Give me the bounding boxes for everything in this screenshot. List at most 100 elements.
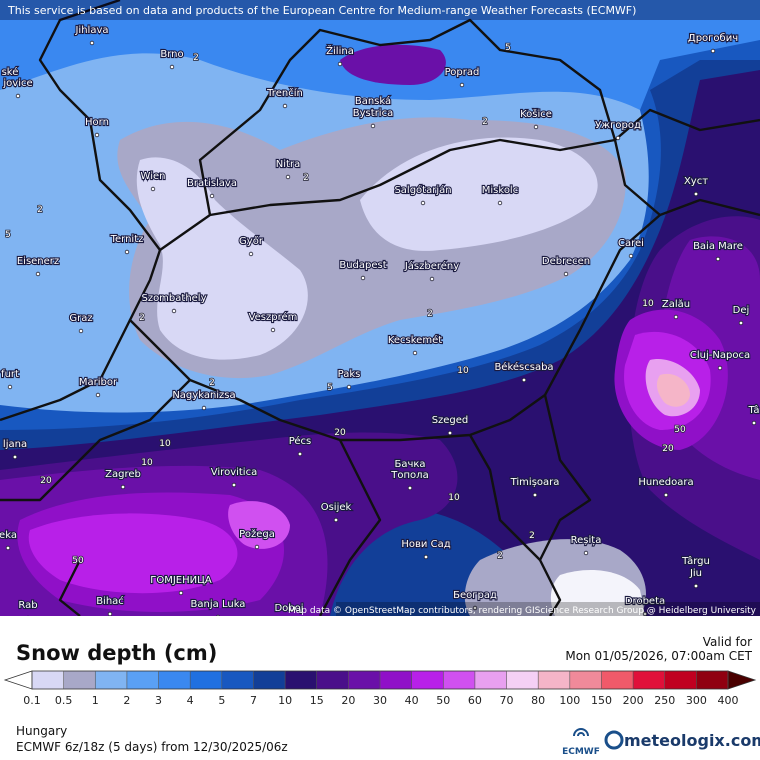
contour-label: 2 [193,53,199,63]
city-label: Nitra [276,159,300,170]
city-dot [447,430,453,436]
city-label: Požega [239,528,275,540]
map-labels: Jihlava Brno Žilina Poprad Дрогобич skéjovice… [0,24,760,624]
color-swatch [601,671,634,689]
city-dot [120,484,126,490]
city-label: Reșița [571,535,602,546]
contour-label: 2 [482,117,488,127]
brand-logo[interactable]: meteologix.com [604,730,760,750]
city-dot [715,256,721,262]
colorbar-tick-label: 100 [559,694,580,707]
city-label: Osijek [321,502,352,513]
city-label: Zagreb [105,469,141,480]
city-label: Virovitica [211,467,257,478]
city-dot [254,544,260,550]
city-label: Нови Сад [401,539,450,550]
colorbar-tick-label: 80 [531,694,545,707]
color-swatch [32,671,64,689]
city-label: Ужгород [595,120,641,131]
city-label: Rab [18,600,37,611]
city-label: Graz [69,313,92,324]
region: Hungary [16,724,67,738]
city-dot [472,605,478,611]
city-label: Хуст [684,176,708,187]
city-dot [693,583,699,589]
city-dot [407,485,413,491]
city-dot [423,554,429,560]
contour-label: 10 [448,493,460,503]
city-dot [717,365,723,371]
color-swatch [126,671,159,689]
colorbar-tick-label: 40 [405,694,419,707]
city-label: Timișoara [510,477,560,488]
city-dot [89,40,95,46]
city-label: eka [0,530,17,541]
city-dot [628,253,634,259]
city-label: Banja Luka [191,599,246,610]
attribution: Map data © OpenStreetMap contributors, r… [288,606,757,616]
contour-label: 2 [303,173,309,183]
contour-label: 50 [674,425,686,435]
city-label: Eisenerz [17,256,59,267]
contour-label: 20 [334,428,346,438]
city-dot [521,377,527,383]
legend-title: Snow depth (cm) [16,641,217,665]
city-dot [693,571,699,577]
colorbar-tick-label: 30 [373,694,387,707]
city-dot [615,135,621,141]
color-swatch [664,671,697,689]
colorbar-tick-label: 50 [436,694,450,707]
city-dot [171,308,177,314]
city-label: Drobeta [625,596,665,607]
city-dot [710,48,716,54]
brand-text[interactable]: meteologix.com [624,731,760,750]
color-swatch [633,671,666,689]
colorbar-tick-label: 400 [718,694,739,707]
city-dot [7,384,13,390]
contour-label: 2 [529,531,535,541]
city-label: Salgótarján [394,184,451,196]
city-label: Tâ [747,404,759,416]
city-label: Pécs [289,435,312,447]
city-label: ГОМЈЕНИЦА [150,575,212,586]
city-label: Paks [338,369,361,380]
city-label: Топола [390,470,428,481]
city-label: Nagykanizsa [172,390,235,401]
city-dot [663,492,669,498]
contour-label: 2 [139,313,145,323]
city-dot [420,200,426,206]
contour-label: 2 [497,551,503,561]
city-dot [124,249,130,255]
colorbar-tick-label: 4 [187,694,194,707]
city-dot [35,271,41,277]
city-label: Jászberény [404,260,459,272]
city-dot [533,124,539,130]
city-label: Bratislava [187,178,237,189]
city-label: Wien [141,171,166,182]
city-dot [337,61,343,67]
city-dot [282,103,288,109]
color-swatch [63,671,96,689]
data-notice: This service is based on data and produc… [7,4,636,17]
city-label: furt [1,369,19,380]
city-label: Szombathely [141,293,206,304]
contour-label: 5 [505,43,511,53]
contour-label: 10 [141,458,153,468]
valid-time: Mon 01/05/2026, 07:00am CET [565,649,752,663]
city-label: Cluj-Napoca [690,350,750,361]
city-dot [107,611,113,617]
colorbar-tick-label: 10 [278,694,292,707]
city-label: Miskolc [482,185,518,196]
colorbar-tick-label: 250 [654,694,675,707]
city-dot [738,320,744,326]
city-label: Дрогобич [688,33,738,44]
contour-label: 10 [457,366,469,376]
city-dot [459,82,465,88]
contour-label: 5 [327,383,333,393]
city-label: jovice [2,78,32,89]
valid-label: Valid for [703,635,752,649]
city-label: Kecskemét [388,334,442,346]
contour-label: 2 [37,205,43,215]
city-dot [497,200,503,206]
colorbar-tick-label: 15 [310,694,324,707]
